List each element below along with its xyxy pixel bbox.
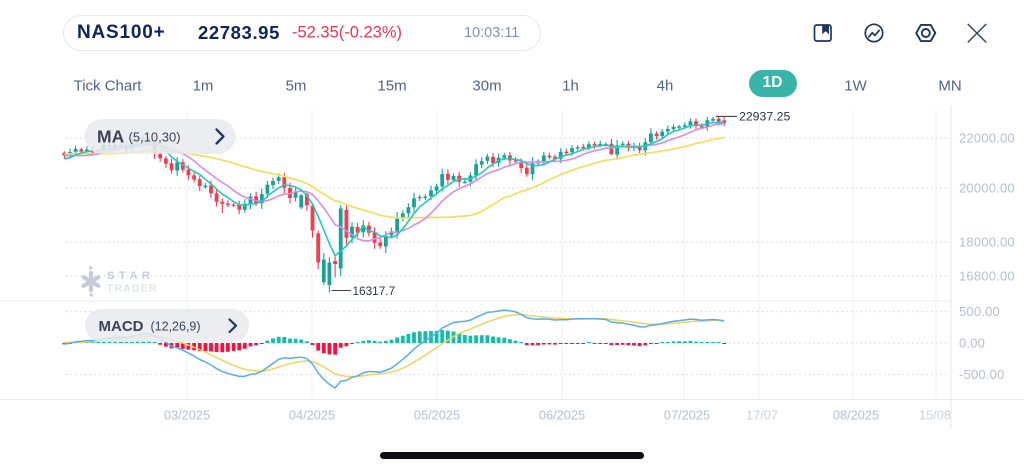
svg-text:TRADER: TRADER: [107, 284, 158, 295]
svg-text:18000.00: 18000.00: [959, 234, 1015, 249]
svg-text:04/2025: 04/2025: [289, 408, 335, 423]
svg-text:STAR: STAR: [107, 270, 155, 282]
svg-text:22937.25: 22937.25: [739, 110, 790, 124]
svg-text:17/07: 17/07: [746, 408, 778, 423]
svg-text:500.00: 500.00: [959, 304, 1000, 319]
svg-text:08/2025: 08/2025: [833, 408, 879, 423]
svg-text:06/2025: 06/2025: [539, 408, 585, 423]
svg-text:20000.00: 20000.00: [959, 180, 1015, 195]
svg-text:(5,10,30): (5,10,30): [129, 130, 181, 145]
svg-text:07/2025: 07/2025: [664, 408, 710, 423]
svg-text:03/2025: 03/2025: [164, 408, 210, 423]
svg-text:22000.00: 22000.00: [959, 130, 1015, 145]
svg-text:MA: MA: [97, 127, 125, 147]
svg-text:16800.00: 16800.00: [959, 268, 1015, 283]
svg-text:(12,26,9): (12,26,9): [151, 320, 201, 334]
svg-text:05/2025: 05/2025: [414, 408, 460, 423]
svg-text:0.00: 0.00: [959, 336, 985, 351]
svg-text:-500.00: -500.00: [959, 367, 1005, 382]
svg-text:MACD: MACD: [99, 318, 144, 335]
svg-text:16317.7: 16317.7: [353, 284, 396, 298]
svg-text:15/08: 15/08: [919, 408, 951, 423]
